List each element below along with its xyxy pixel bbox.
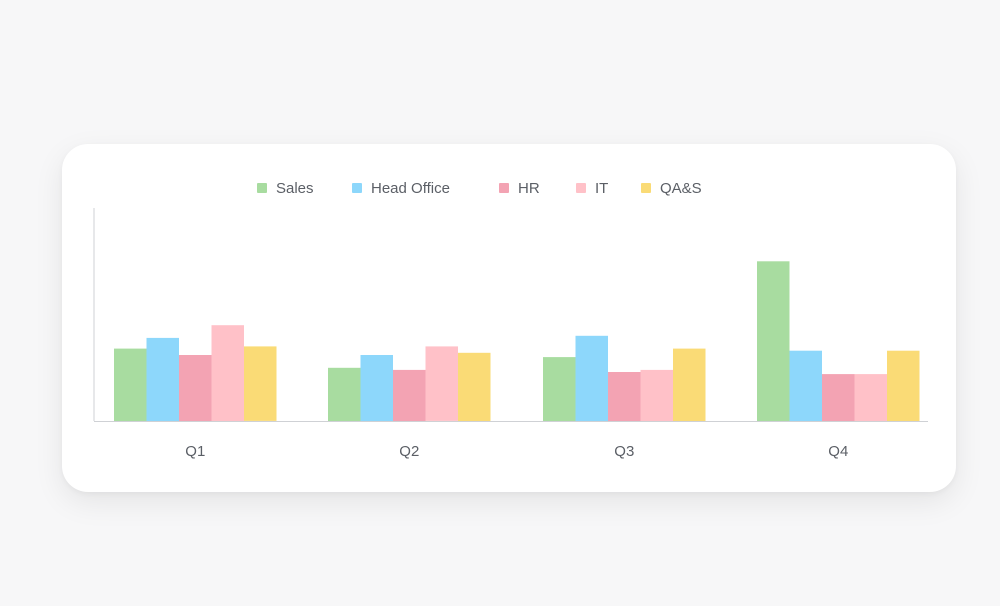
x-tick-label-q3: Q3 — [614, 443, 634, 460]
bar-q4-qa-s[interactable] — [887, 350, 920, 421]
bar-q3-it[interactable] — [640, 369, 674, 421]
legend-label-hr: HR — [518, 179, 540, 197]
bar-q3-hr[interactable] — [608, 372, 641, 421]
legend: Sales Head Office HR IT QA&S — [62, 178, 956, 198]
bar-q2-sales[interactable] — [328, 367, 361, 422]
legend-item-sales[interactable]: Sales — [257, 178, 314, 198]
bar-q2-it[interactable] — [425, 346, 459, 421]
legend-swatch-qas — [641, 183, 651, 193]
bar-q3-head-office[interactable] — [575, 335, 609, 421]
legend-swatch-it — [576, 183, 586, 193]
bar-q1-head-office[interactable] — [146, 337, 180, 421]
legend-swatch-hr — [499, 183, 509, 193]
legend-item-hr[interactable]: HR — [499, 178, 540, 198]
bar-q1-it[interactable] — [211, 325, 245, 421]
bar-q2-qa-s[interactable] — [458, 352, 491, 421]
legend-swatch-sales — [257, 183, 267, 193]
x-tick-label-q4: Q4 — [828, 443, 848, 460]
bar-q1-hr[interactable] — [179, 355, 212, 421]
x-tick-label-q1: Q1 — [185, 443, 205, 460]
legend-label-sales: Sales — [276, 179, 314, 197]
legend-item-qas[interactable]: QA&S — [641, 178, 702, 198]
bar-q4-hr[interactable] — [822, 374, 855, 421]
bar-q2-hr[interactable] — [393, 369, 426, 421]
legend-label-head-office: Head Office — [371, 179, 450, 197]
legend-label-qas: QA&S — [660, 179, 702, 197]
bar-q3-qa-s[interactable] — [673, 348, 706, 421]
bar-q2-head-office[interactable] — [360, 355, 394, 421]
bar-q4-it[interactable] — [854, 374, 888, 421]
bar-q1-sales[interactable] — [114, 348, 147, 421]
legend-item-head-office[interactable]: Head Office — [352, 178, 450, 198]
bar-q4-sales[interactable] — [757, 261, 790, 422]
bar-q3-sales[interactable] — [543, 357, 576, 421]
x-tick-label-q2: Q2 — [399, 443, 419, 460]
bar-chart: Q1 Q2 Q3 Q4 — [93, 208, 928, 460]
legend-label-it: IT — [595, 179, 609, 197]
bar-q4-head-office[interactable] — [789, 350, 823, 421]
legend-swatch-head-office — [352, 183, 362, 193]
chart-card: Q1 Q2 Q3 Q4 Sales Head Office HR IT QA&S — [62, 144, 956, 492]
legend-item-it[interactable]: IT — [576, 178, 608, 198]
bar-q1-qa-s[interactable] — [244, 346, 277, 421]
